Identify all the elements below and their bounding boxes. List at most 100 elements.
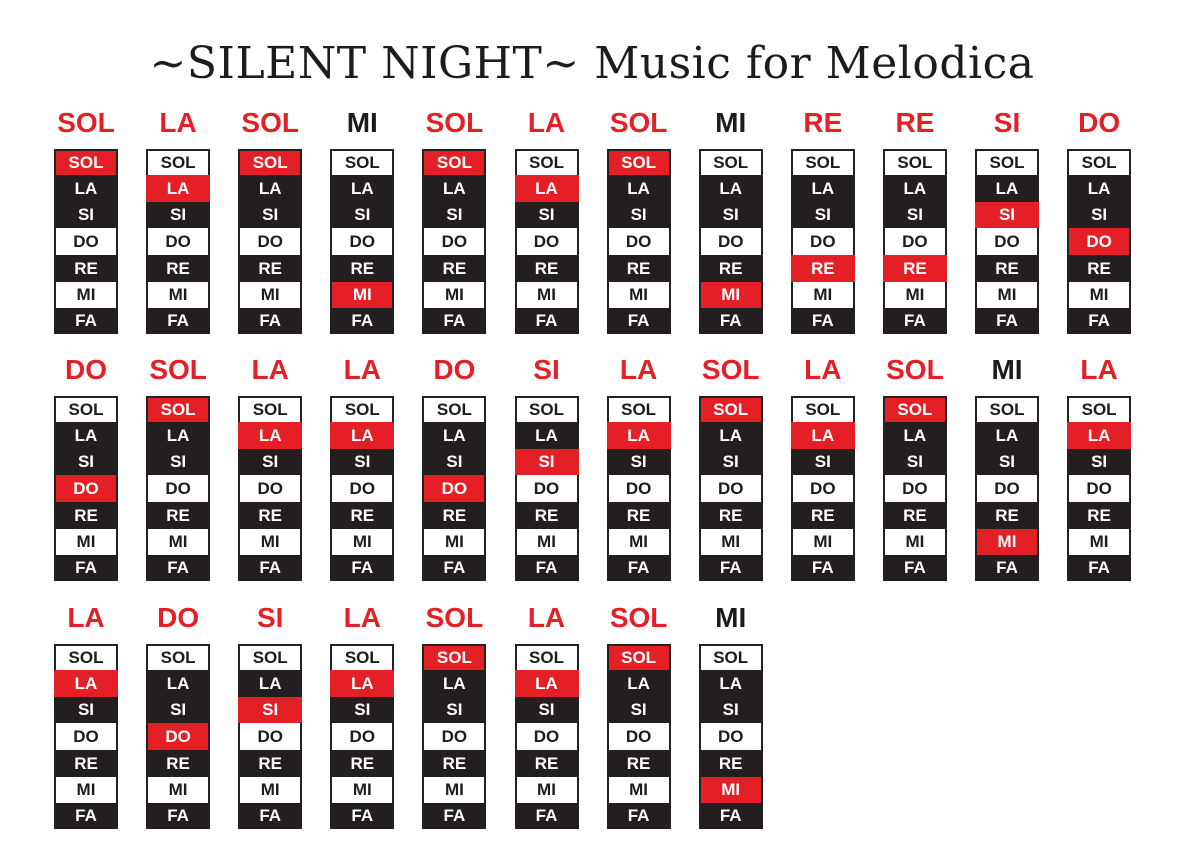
key-re: RE [146,502,211,529]
key-re: RE [422,255,487,282]
key-mi: MI [330,529,395,555]
key-sol: SOL [514,396,579,422]
key-si: SI [975,202,1039,228]
keyboard-diagram: SOL LA SI DO RE MI FA [238,149,303,334]
key-re: RE [606,255,671,282]
key-fa: FA [514,308,579,334]
key-la: LA [54,175,118,202]
key-sol: SOL [882,149,947,175]
key-sol: SOL [54,396,118,422]
key-la: LA [790,422,855,449]
key-la: LA [514,670,579,697]
key-mi: MI [1067,282,1132,308]
keyboard-diagram: SOL LA SI DO RE MI FA [514,644,579,829]
key-do: DO [238,723,303,750]
note-label: MI [991,354,1023,385]
key-fa: FA [975,308,1039,334]
key-re: RE [146,750,211,777]
key-do: DO [330,228,395,255]
key-mi: MI [606,282,671,308]
key-re: RE [238,255,303,282]
keyboard-diagram: SOL LA SI DO RE MI FA [146,396,211,581]
key-la: LA [422,422,487,449]
key-mi: MI [146,777,211,803]
key-sol: SOL [698,644,763,670]
note-label: LA [159,107,197,138]
key-do: DO [606,475,671,502]
keyboard-diagram: SOL LA SI DO RE MI FA [146,644,211,829]
key-fa: FA [422,803,487,829]
keyboard-diagram: SOL LA SI DO RE MI FA [54,396,118,581]
note-label: LA [67,602,105,633]
keyboard-diagram: SOL LA SI DO RE MI FA [606,396,671,581]
key-si: SI [330,202,395,228]
key-si: SI [1067,202,1132,228]
key-si: SI [882,449,947,475]
note-label: DO [433,354,476,385]
key-la: LA [606,175,671,202]
key-sol: SOL [790,396,855,422]
keyboard-diagram: SOL LA SI DO RE MI FA [514,149,579,334]
keyboard-diagram: SOL LA SI DO RE MI FA [698,396,763,581]
key-fa: FA [698,555,763,581]
key-sol: SOL [238,396,303,422]
keyboard-diagram: SOL LA SI DO RE MI FA [330,396,395,581]
keyboard-diagram: SOL LA SI DO RE MI FA [790,396,855,581]
keyboard-diagram: SOL LA SI DO RE MI FA [238,644,303,829]
key-la: LA [330,175,395,202]
key-mi: MI [54,529,118,555]
key-mi: MI [146,282,211,308]
key-mi: MI [1067,529,1132,555]
note-label: LA [1080,354,1118,385]
key-do: DO [1067,475,1132,502]
key-do: DO [1067,228,1132,255]
key-si: SI [606,449,671,475]
note-label: SOL [149,354,207,385]
key-mi: MI [330,777,395,803]
key-la: LA [790,175,855,202]
keyboard-diagram: SOL LA SI DO RE MI FA [606,149,671,334]
key-do: DO [330,723,395,750]
key-mi: MI [975,282,1039,308]
key-la: LA [606,422,671,449]
key-sol: SOL [422,149,487,175]
key-mi: MI [514,777,579,803]
keyboard-diagram: SOL LA SI DO RE MI FA [330,149,395,334]
key-la: LA [146,175,211,202]
key-fa: FA [1067,308,1132,334]
keyboard-diagram: SOL LA SI DO RE MI FA [422,149,487,334]
key-sol: SOL [146,644,211,670]
key-sol: SOL [146,396,211,422]
key-fa: FA [514,803,579,829]
key-sol: SOL [54,644,118,670]
key-sol: SOL [790,149,855,175]
keyboard-diagram: SOL LA SI DO RE MI FA [606,644,671,829]
key-si: SI [238,202,303,228]
note-label: SI [993,107,1021,138]
key-fa: FA [1067,555,1132,581]
note-label: SI [256,602,284,633]
key-fa: FA [146,803,211,829]
key-mi: MI [514,529,579,555]
key-re: RE [975,255,1039,282]
key-mi: MI [238,282,303,308]
key-re: RE [422,502,487,529]
key-si: SI [422,697,487,723]
key-do: DO [146,228,211,255]
key-re: RE [330,255,395,282]
key-mi: MI [698,529,763,555]
key-fa: FA [238,555,303,581]
note-label: SOL [57,107,115,138]
key-la: LA [330,422,395,449]
key-sol: SOL [422,644,487,670]
key-la: LA [330,670,395,697]
key-do: DO [606,723,671,750]
keyboard-diagram: SOL LA SI DO RE MI FA [422,396,487,581]
key-fa: FA [882,555,947,581]
keyboard-diagram: SOL LA SI DO RE MI FA [975,149,1039,334]
key-fa: FA [330,803,395,829]
key-re: RE [882,502,947,529]
key-sol: SOL [514,149,579,175]
note-label: SOL [425,107,484,138]
key-do: DO [698,475,763,502]
